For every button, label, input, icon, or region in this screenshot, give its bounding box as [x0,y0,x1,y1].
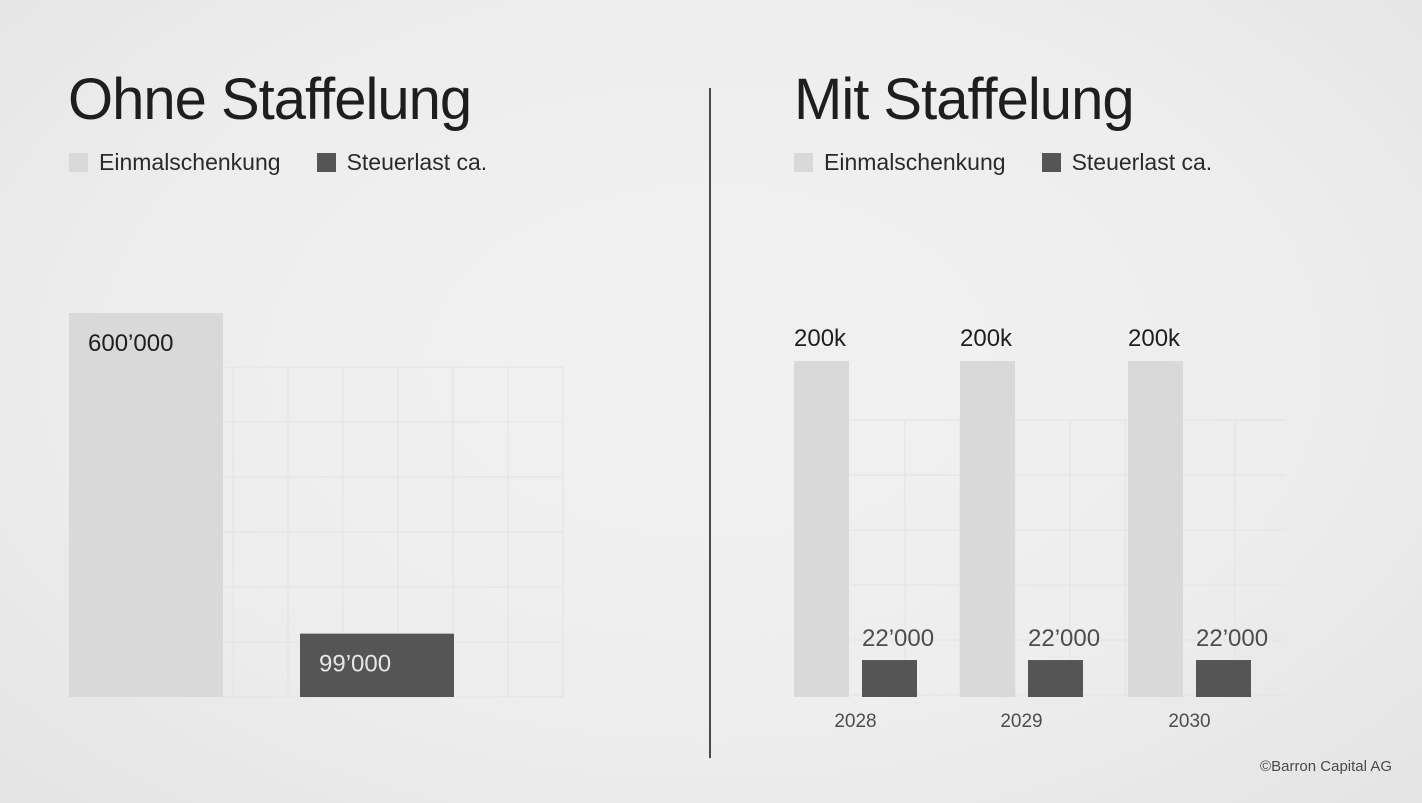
right-chart-marks: 200k 22’000 2028 200k 22’000 2029 200k 22’000 20… [794,325,1268,732]
bar-value-label-einmalschenkung-2029: 200k [960,325,1013,352]
bar-einmalschenkung-2028 [794,361,849,697]
left-chart-marks: 600’000 99’000 [69,313,454,697]
bar-steuerlast-2030 [1196,660,1251,697]
x-tick-label-2030: 2030 [1168,711,1210,732]
right-chart-grid [850,420,1285,697]
bar-value-label-steuerlast-2030: 22’000 [1196,625,1268,652]
bar-value-label-steuerlast-2029: 22’000 [1028,625,1100,652]
bar-steuerlast-2028 [862,660,917,697]
bar-einmalschenkung-2030 [1128,361,1183,697]
x-tick-label-2028: 2028 [834,711,876,732]
bar-value-label-einmalschenkung: 600’000 [88,330,173,357]
copyright-text: ©Barron Capital AG [1260,758,1392,775]
bar-einmalschenkung [69,313,223,697]
bar-value-label-einmalschenkung-2030: 200k [1128,325,1181,352]
bar-value-label-einmalschenkung-2028: 200k [794,325,847,352]
bar-steuerlast-2029 [1028,660,1083,697]
bar-value-label-steuerlast: 99’000 [319,651,391,678]
bar-einmalschenkung-2029 [960,361,1015,697]
bar-value-label-steuerlast-2028: 22’000 [862,625,934,652]
x-tick-label-2029: 2029 [1000,711,1042,732]
